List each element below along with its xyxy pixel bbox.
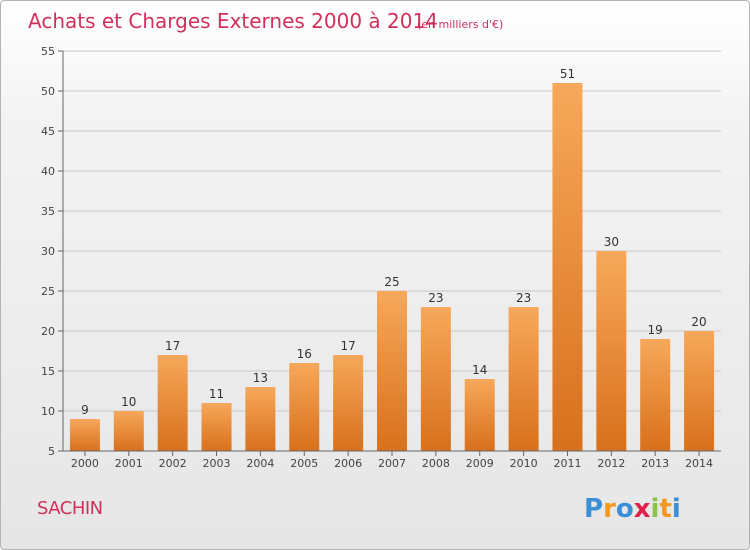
value-label-2001: 10	[121, 395, 136, 409]
value-label-2010: 23	[516, 291, 531, 305]
chart-title: Achats et Charges Externes 2000 à 2014	[28, 9, 438, 33]
bar-2010	[508, 307, 539, 451]
bar-2009	[464, 379, 495, 451]
x-tick-label-2005: 2005	[290, 457, 318, 470]
y-tick-label: 5	[48, 445, 55, 458]
x-tick-label-2007: 2007	[378, 457, 406, 470]
x-tick-label-2010: 2010	[510, 457, 538, 470]
value-label-2002: 17	[165, 339, 180, 353]
bar-2002	[157, 355, 188, 451]
value-label-2009: 14	[472, 363, 487, 377]
value-label-2013: 19	[648, 323, 663, 337]
bar-2000	[69, 419, 100, 451]
x-tick-label-2000: 2000	[71, 457, 99, 470]
x-tick-label-2009: 2009	[466, 457, 494, 470]
bars: 9 10 17 11 13 16 17 25 23 14 23 51 30 19 20	[69, 67, 715, 451]
axes: 5 10 15 20 25 30 35 40 45 50 55 2000 2001 2002 2003 200…	[41, 45, 721, 470]
bar-2006	[333, 355, 364, 451]
x-tick-label-2001: 2001	[115, 457, 143, 470]
x-tick-label-2012: 2012	[597, 457, 625, 470]
bar-2011	[552, 83, 583, 451]
x-tick-label-2014: 2014	[685, 457, 713, 470]
y-tick-label: 30	[41, 245, 55, 258]
x-tick-label-2011: 2011	[553, 457, 581, 470]
y-tick-label: 25	[41, 285, 55, 298]
bar-2007	[377, 291, 407, 451]
proxiti-logo: Proxiti	[584, 494, 681, 524]
value-label-2008: 23	[428, 291, 443, 305]
bar-2004	[245, 387, 276, 451]
value-label-2014: 20	[691, 315, 706, 329]
value-label-2011: 51	[560, 67, 575, 81]
value-label-2012: 30	[604, 235, 619, 249]
y-tick-label: 10	[41, 405, 55, 418]
bar-2008	[420, 307, 451, 451]
commune-name: SACHIN	[37, 498, 103, 519]
value-label-2003: 11	[209, 387, 224, 401]
x-tick-label-2013: 2013	[641, 457, 669, 470]
y-tick-label: 50	[41, 85, 55, 98]
y-tick-label: 45	[41, 125, 55, 138]
bar-2012	[596, 251, 627, 451]
y-tick-label: 55	[41, 45, 55, 58]
bar-2013	[640, 339, 671, 451]
y-tick-label: 40	[41, 165, 55, 178]
y-tick-label: 15	[41, 365, 55, 378]
x-tick-label-2002: 2002	[159, 457, 187, 470]
value-label-2005: 16	[297, 347, 312, 361]
value-label-2004: 13	[253, 371, 268, 385]
bar-2014	[684, 331, 715, 451]
bar-2001	[113, 411, 144, 451]
y-tick-label: 20	[41, 325, 55, 338]
value-label-2006: 17	[340, 339, 355, 353]
bar-2005	[289, 363, 320, 451]
x-tick-label-2004: 2004	[246, 457, 274, 470]
chart-unit: (en milliers d'€)	[417, 18, 503, 31]
value-label-2000: 9	[81, 403, 89, 417]
value-label-2007: 25	[384, 275, 399, 289]
x-tick-label-2008: 2008	[422, 457, 450, 470]
bar-2003	[201, 403, 232, 451]
x-tick-label-2006: 2006	[334, 457, 362, 470]
y-tick-label: 35	[41, 205, 55, 218]
x-tick-label-2003: 2003	[203, 457, 231, 470]
